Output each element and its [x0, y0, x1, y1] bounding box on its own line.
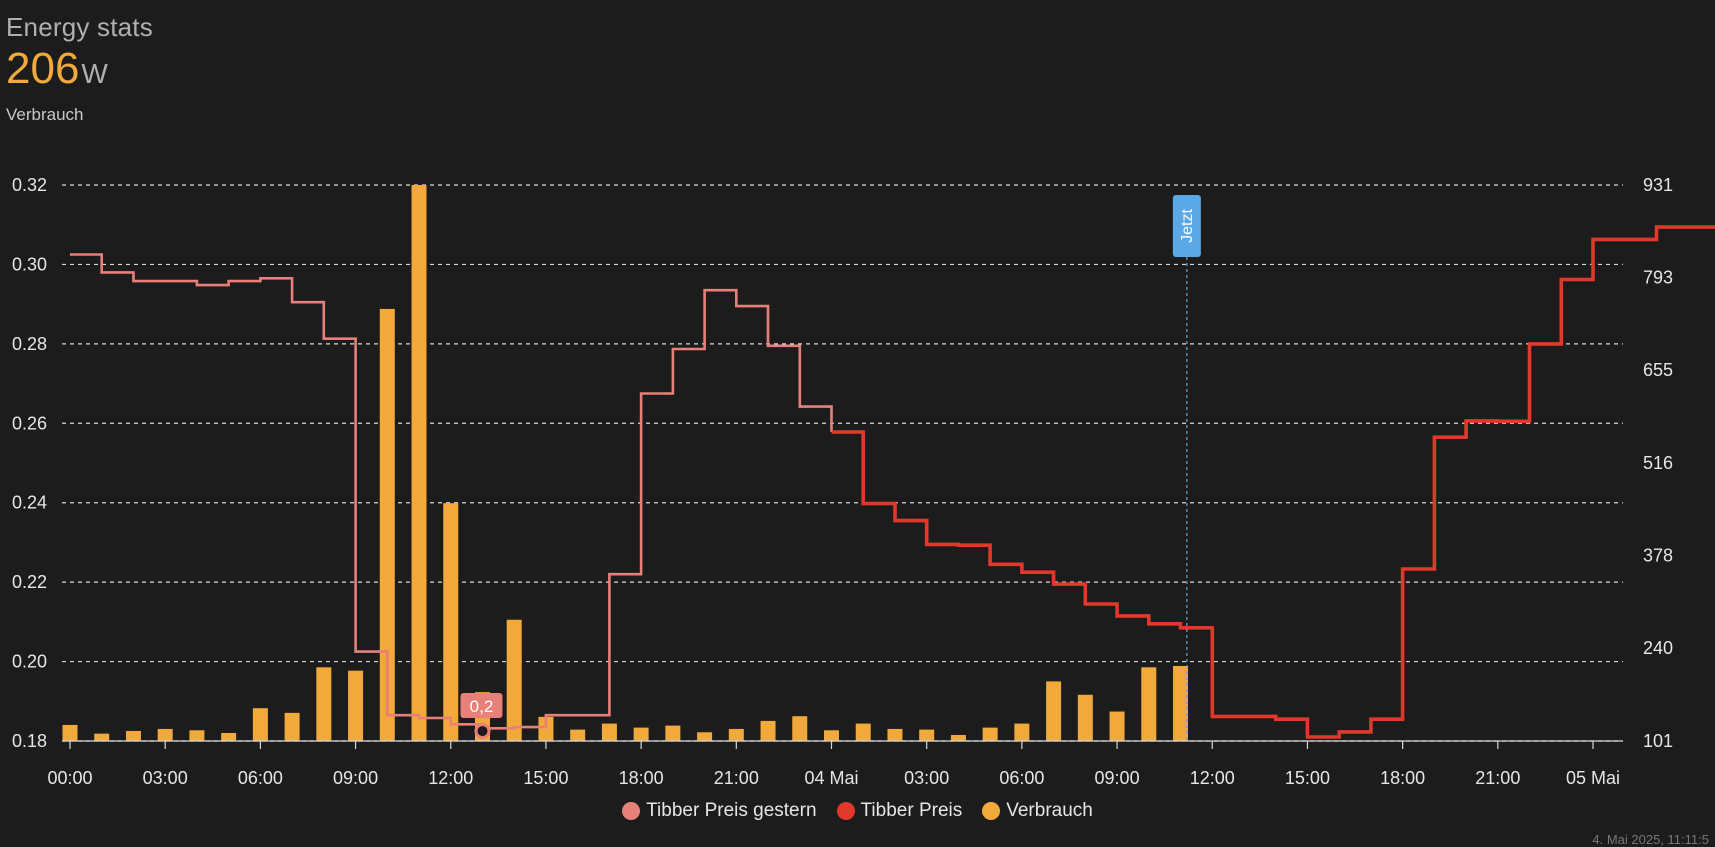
left-axis-tick-label: 0.18 — [12, 731, 47, 751]
x-axis-tick-label: 12:00 — [1190, 768, 1235, 788]
consumption-bar[interactable] — [856, 724, 871, 741]
right-axis-tick-label: 931 — [1643, 175, 1673, 195]
consumption-bar[interactable] — [1014, 724, 1029, 741]
consumption-bar[interactable] — [919, 730, 934, 741]
consumption-bar[interactable] — [1141, 667, 1156, 741]
x-axis-tick-label: 05 Mai — [1566, 768, 1620, 788]
x-axis-tick-label: 21:00 — [714, 768, 759, 788]
legend-marker-verbrauch — [982, 802, 1000, 820]
hover-marker[interactable]: 0,2 — [460, 693, 502, 738]
consumption-bar[interactable] — [824, 730, 839, 741]
consumption-bar[interactable] — [348, 671, 363, 741]
right-axis-tick-label: 655 — [1643, 360, 1673, 380]
consumption-bar[interactable] — [983, 728, 998, 741]
left-axis-ticks: 0.18 0.20 0.22 0.24 0.26 0.28 0.30 0.32 — [12, 175, 47, 751]
legend-label-tibber-preis: Tibber Preis — [861, 800, 963, 822]
consumption-bar[interactable] — [63, 725, 78, 741]
x-axis-tick-label: 09:00 — [333, 768, 378, 788]
consumption-bar[interactable] — [729, 729, 744, 741]
price-lines[interactable] — [70, 227, 1715, 737]
x-axis-tick-label: 21:00 — [1475, 768, 1520, 788]
x-axis-tick-label: 00:00 — [47, 768, 92, 788]
consumption-bars[interactable] — [63, 185, 1189, 741]
now-label: Jetzt — [1179, 209, 1196, 243]
left-axis-tick-label: 0.20 — [12, 652, 47, 672]
consumption-bar[interactable] — [189, 730, 204, 741]
consumption-bar[interactable] — [792, 716, 807, 741]
right-axis-tick-label: 101 — [1643, 731, 1673, 751]
consumption-bar[interactable] — [951, 735, 966, 741]
x-axis-tick-label: 18:00 — [1380, 768, 1425, 788]
left-axis-tick-label: 0.22 — [12, 572, 47, 592]
right-axis-tick-label: 378 — [1643, 545, 1673, 565]
legend-item-verbrauch[interactable]: Verbrauch — [982, 800, 1093, 822]
last-updated-timestamp: 4. Mai 2025, 11:11:5 — [1592, 832, 1709, 847]
consumption-bar[interactable] — [634, 728, 649, 741]
legend-label-verbrauch: Verbrauch — [1006, 800, 1093, 822]
consumption-bar[interactable] — [1110, 712, 1125, 741]
left-axis-tick-label: 0.30 — [12, 254, 47, 274]
x-axis-tick-label: 06:00 — [999, 768, 1044, 788]
consumption-bar[interactable] — [1173, 666, 1188, 741]
consumption-bar[interactable] — [665, 726, 680, 741]
consumption-bar[interactable] — [126, 731, 141, 741]
consumption-bar[interactable] — [412, 185, 427, 741]
x-axis-tick-label: 03:00 — [143, 768, 188, 788]
left-axis-tick-label: 0.28 — [12, 334, 47, 354]
consumption-bar[interactable] — [887, 729, 902, 741]
grid-lines — [62, 185, 1623, 741]
legend-label-tibber-preis-gestern: Tibber Preis gestern — [646, 800, 816, 822]
x-axis-tick-label: 04 Mai — [804, 768, 858, 788]
consumption-bar[interactable] — [570, 730, 585, 741]
x-axis-tick-label: 06:00 — [238, 768, 283, 788]
x-axis-tick-label: 09:00 — [1095, 768, 1140, 788]
hover-point[interactable] — [476, 725, 489, 738]
left-axis-tick-label: 0.26 — [12, 413, 47, 433]
chart-legend: Tibber Preis gestern Tibber Preis Verbra… — [0, 800, 1715, 822]
energy-chart[interactable]: 0.18 0.20 0.22 0.24 0.26 0.28 0.30 0.32 101 240 3… — [0, 0, 1715, 800]
consumption-bar[interactable] — [1078, 695, 1093, 741]
consumption-bar[interactable] — [94, 734, 109, 741]
consumption-bar[interactable] — [761, 721, 776, 741]
tibber-preis-line[interactable] — [832, 227, 1715, 737]
legend-marker-tibber-preis-gestern — [622, 802, 640, 820]
x-axis-tick-label: 12:00 — [428, 768, 473, 788]
hover-tooltip-label: 0,2 — [470, 697, 494, 716]
left-axis-tick-label: 0.24 — [12, 493, 47, 513]
now-marker: Jetzt — [1173, 195, 1201, 741]
legend-item-tibber-preis[interactable]: Tibber Preis — [837, 800, 963, 822]
consumption-bar[interactable] — [697, 732, 712, 741]
consumption-bar[interactable] — [158, 729, 173, 741]
consumption-bar[interactable] — [1046, 681, 1061, 741]
x-axis-tick-label: 15:00 — [523, 768, 568, 788]
left-axis-tick-label: 0.32 — [12, 175, 47, 195]
consumption-bar[interactable] — [253, 708, 268, 741]
x-axis: 00:00 03:00 06:00 09:00 12:00 15:00 18:00 21:00… — [47, 741, 1623, 788]
right-axis-tick-label: 793 — [1643, 267, 1673, 287]
legend-marker-tibber-preis — [837, 802, 855, 820]
consumption-bar[interactable] — [602, 724, 617, 741]
consumption-bar[interactable] — [221, 733, 236, 741]
x-axis-tick-label: 18:00 — [619, 768, 664, 788]
legend-item-tibber-preis-gestern[interactable]: Tibber Preis gestern — [622, 800, 816, 822]
right-axis-tick-label: 240 — [1643, 638, 1673, 658]
consumption-bar[interactable] — [443, 503, 458, 741]
x-axis-tick-label: 03:00 — [904, 768, 949, 788]
consumption-bar[interactable] — [285, 713, 300, 741]
consumption-bar[interactable] — [316, 667, 331, 741]
consumption-bar[interactable] — [507, 620, 522, 741]
x-axis-tick-label: 15:00 — [1285, 768, 1330, 788]
right-axis-tick-label: 516 — [1643, 453, 1673, 473]
right-axis-ticks: 101 240 378 516 655 793 931 — [1643, 175, 1673, 751]
